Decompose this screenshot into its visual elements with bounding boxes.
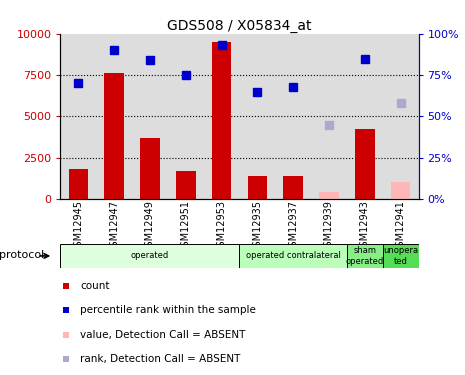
Bar — [104, 74, 124, 199]
Bar — [204, 34, 239, 199]
Text: value, Detection Call = ABSENT: value, Detection Call = ABSENT — [80, 330, 246, 340]
Text: count: count — [80, 281, 110, 291]
Bar — [383, 244, 418, 268]
Bar — [275, 34, 311, 199]
Bar — [391, 182, 411, 199]
Bar — [68, 169, 88, 199]
Bar — [347, 244, 383, 268]
Bar — [132, 34, 168, 199]
Bar — [283, 176, 303, 199]
Text: sham
operated: sham operated — [345, 246, 384, 266]
Text: rank, Detection Call = ABSENT: rank, Detection Call = ABSENT — [80, 354, 240, 364]
Bar — [239, 34, 275, 199]
Title: GDS508 / X05834_at: GDS508 / X05834_at — [167, 19, 312, 33]
Bar — [319, 192, 339, 199]
Text: percentile rank within the sample: percentile rank within the sample — [80, 305, 256, 315]
Bar — [212, 42, 232, 199]
Bar — [347, 34, 383, 199]
Text: protocol: protocol — [0, 250, 44, 260]
Text: unopera
ted: unopera ted — [383, 246, 418, 266]
Bar — [247, 176, 267, 199]
Bar — [383, 34, 418, 199]
Text: operated: operated — [131, 251, 169, 260]
Text: operated contralateral: operated contralateral — [246, 251, 341, 260]
Bar — [60, 34, 96, 199]
Bar — [60, 244, 239, 268]
Bar — [239, 244, 347, 268]
Bar — [311, 34, 347, 199]
Bar — [140, 138, 160, 199]
Bar — [176, 171, 196, 199]
Bar — [168, 34, 204, 199]
Bar — [96, 34, 132, 199]
Bar — [355, 129, 375, 199]
